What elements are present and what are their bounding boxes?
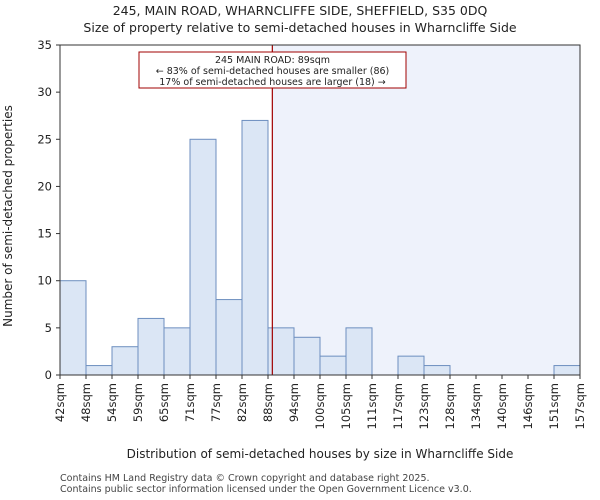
x-tick-label: 151sqm bbox=[547, 383, 561, 429]
larger-region bbox=[272, 45, 580, 375]
x-tick-label: 77sqm bbox=[209, 383, 223, 422]
footer-copyright: Contains HM Land Registry data © Crown c… bbox=[60, 473, 430, 484]
footer-licence: Contains public sector information licen… bbox=[60, 484, 472, 495]
x-tick-label: 42sqm bbox=[53, 383, 67, 422]
x-tick-label: 140sqm bbox=[495, 383, 509, 429]
annotation-line: 245 MAIN ROAD: 89sqm bbox=[215, 55, 330, 66]
bars bbox=[59, 119, 581, 376]
bar-59sqm bbox=[137, 317, 165, 376]
bar-123sqm bbox=[423, 365, 451, 376]
y-tick-label: 5 bbox=[45, 321, 52, 335]
y-tick-label: 20 bbox=[37, 179, 52, 193]
bar-117sqm bbox=[397, 355, 425, 376]
y-tick-label: 10 bbox=[37, 274, 52, 288]
x-tick-label: 88sqm bbox=[261, 383, 275, 422]
bar-94sqm bbox=[293, 336, 321, 376]
x-axis-ticks: 42sqm 48sqm 54sqm 59sqm 65sqm 71sqm 77sqm 82sqm… bbox=[53, 375, 587, 429]
bar-100sqm bbox=[319, 355, 347, 376]
x-tick-label: 146sqm bbox=[521, 383, 535, 429]
x-tick-label: 117sqm bbox=[391, 383, 405, 429]
x-axis-label: Distribution of semi-detached houses by … bbox=[127, 447, 514, 461]
bar-82sqm bbox=[241, 119, 269, 376]
x-tick-label: 82sqm bbox=[235, 383, 249, 422]
chart-title: 245, MAIN ROAD, WHARNCLIFFE SIDE, SHEFFI… bbox=[113, 3, 488, 18]
bar-54sqm bbox=[111, 346, 139, 376]
y-axis-label: Number of semi-detached properties bbox=[1, 105, 15, 327]
x-tick-label: 105sqm bbox=[339, 383, 353, 429]
x-tick-label: 128sqm bbox=[443, 383, 457, 429]
x-tick-label: 48sqm bbox=[79, 383, 93, 422]
y-tick-label: 30 bbox=[37, 85, 52, 99]
annotation-line: ← 83% of semi-detached houses are smalle… bbox=[156, 66, 390, 77]
y-tick-label: 15 bbox=[37, 227, 52, 241]
x-tick-label: 123sqm bbox=[417, 383, 431, 429]
x-tick-label: 134sqm bbox=[469, 383, 483, 429]
y-tick-label: 0 bbox=[45, 368, 52, 382]
x-tick-label: 59sqm bbox=[131, 383, 145, 422]
bar-48sqm bbox=[85, 365, 113, 376]
bar-105sqm bbox=[345, 327, 373, 376]
bar-71sqm bbox=[189, 138, 217, 376]
annotation-box: 245 MAIN ROAD: 89sqm← 83% of semi-detach… bbox=[138, 51, 407, 89]
x-tick-label: 94sqm bbox=[287, 383, 301, 422]
bar-151sqm bbox=[553, 365, 581, 376]
y-tick-label: 25 bbox=[37, 132, 52, 146]
annotation-frame bbox=[138, 51, 407, 89]
x-tick-label: 65sqm bbox=[157, 383, 171, 422]
bar-42sqm bbox=[59, 280, 87, 376]
histogram-chart: 245, MAIN ROAD, WHARNCLIFFE SIDE, SHEFFI… bbox=[1, 3, 587, 461]
x-tick-label: 157sqm bbox=[573, 383, 587, 429]
x-tick-label: 111sqm bbox=[365, 383, 379, 429]
annotation-line: 17% of semi-detached houses are larger (… bbox=[159, 77, 386, 88]
x-tick-label: 100sqm bbox=[313, 383, 327, 429]
chart-subtitle: Size of property relative to semi-detach… bbox=[83, 20, 516, 35]
y-tick-label: 35 bbox=[37, 38, 52, 52]
x-tick-label: 54sqm bbox=[105, 383, 119, 422]
y-axis-ticks: 0 5 10 15 20 25 30 35 bbox=[37, 38, 60, 382]
bar-77sqm bbox=[215, 299, 243, 376]
bar-65sqm bbox=[163, 327, 191, 376]
x-tick-label: 71sqm bbox=[183, 383, 197, 422]
highlight-region bbox=[272, 45, 580, 375]
